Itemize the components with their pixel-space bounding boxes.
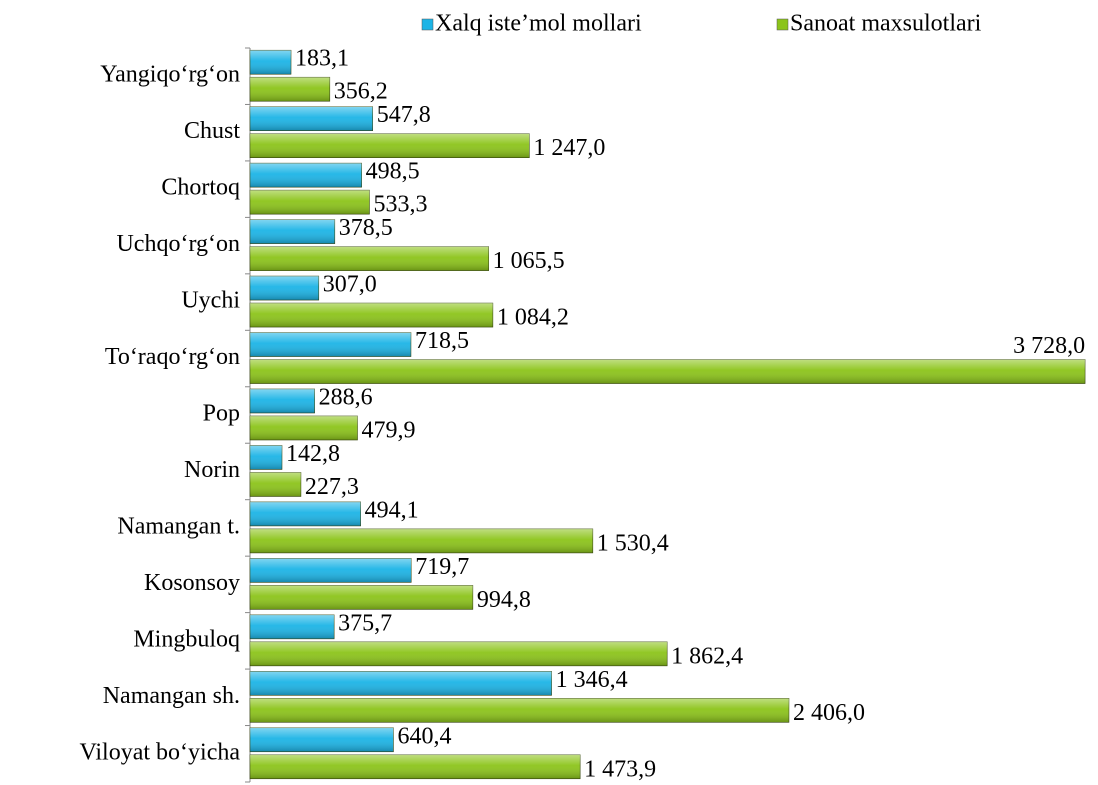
bar-shine	[250, 727, 394, 752]
data-label: 183,1	[295, 46, 349, 72]
bar-shine	[250, 106, 373, 131]
y-tick-label: Norin	[184, 457, 240, 483]
data-label: 547,8	[377, 102, 431, 128]
y-tick-label: Uychi	[181, 288, 240, 314]
data-label: 1 862,4	[671, 643, 743, 669]
bar-shine	[250, 671, 552, 696]
data-label: 719,7	[415, 554, 469, 580]
data-label: 479,9	[361, 418, 415, 444]
bar-shine	[250, 219, 335, 244]
bar-shine	[250, 303, 493, 328]
bar-shine	[250, 332, 411, 357]
data-label: 533,3	[373, 192, 427, 218]
legend-label: Xalq iste’mol mollari	[435, 11, 642, 37]
y-tick-label: Chust	[184, 118, 240, 144]
data-label: 640,4	[397, 723, 451, 749]
data-label: 994,8	[477, 587, 531, 613]
bar-shine	[250, 163, 362, 188]
data-label: 378,5	[339, 215, 393, 241]
y-tick-label: Viloyat bo‘yicha	[79, 739, 240, 765]
bar-shine	[250, 246, 489, 271]
data-label: 2 406,0	[793, 700, 865, 726]
y-tick-label: Kosonsoy	[144, 570, 240, 596]
data-label: 288,6	[319, 385, 373, 411]
bar-shine	[250, 585, 473, 610]
y-tick-label: Yangiqo‘rg‘on	[100, 62, 240, 88]
bar-shine	[250, 276, 319, 301]
bar-shine	[250, 389, 315, 413]
y-tick-label: Chortoq	[161, 175, 240, 201]
bar-shine	[250, 698, 789, 723]
bar-shine	[250, 472, 301, 497]
y-tick-label: Namangan t.	[117, 513, 240, 539]
bar-shine	[250, 754, 581, 779]
data-label: 375,7	[338, 610, 392, 636]
data-label: 1 530,4	[597, 530, 669, 556]
y-tick-label: Uchqo‘rg‘on	[116, 231, 240, 257]
data-label: 718,5	[415, 328, 469, 354]
y-tick-label: Namangan sh.	[103, 683, 240, 709]
bar-shine	[250, 614, 335, 639]
bar-shine	[250, 641, 668, 666]
y-tick-label: Mingbuloq	[133, 626, 240, 652]
data-label: 1 473,9	[584, 756, 656, 782]
bar-shine	[250, 359, 1086, 384]
bar-shine	[250, 501, 361, 526]
legend-swatch	[776, 18, 789, 31]
data-label: 1 346,4	[556, 667, 628, 693]
bar-shine	[250, 50, 292, 75]
bar-shine	[250, 416, 358, 440]
data-label: 1 084,2	[497, 305, 569, 331]
bar-shine	[250, 445, 282, 470]
data-label: 494,1	[365, 497, 419, 523]
bar-shine	[250, 133, 530, 158]
legend-swatch	[421, 18, 434, 31]
data-label: 1 065,5	[493, 248, 565, 274]
bar-shine	[250, 190, 370, 215]
data-label: 142,8	[286, 441, 340, 467]
data-label: 498,5	[366, 159, 420, 185]
data-label: 307,0	[323, 272, 377, 298]
data-label: 227,3	[305, 474, 359, 500]
bar-shine	[250, 77, 330, 102]
bar-shine	[250, 528, 593, 553]
bar-shine	[250, 558, 412, 583]
data-label: 1 247,0	[533, 135, 605, 161]
legend-label: Sanoat maxsulotlari	[790, 11, 982, 37]
data-label: 3 728,0	[1013, 333, 1085, 359]
y-tick-label: To‘raqo‘rg‘on	[105, 344, 240, 370]
data-label: 356,2	[334, 79, 388, 105]
y-tick-label: Pop	[203, 401, 240, 427]
